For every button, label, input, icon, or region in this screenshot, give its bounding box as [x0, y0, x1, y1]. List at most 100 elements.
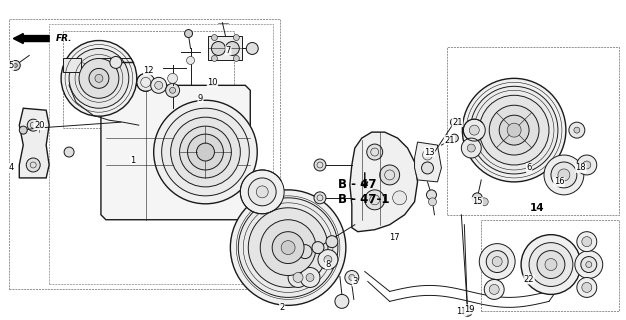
- Circle shape: [521, 235, 581, 294]
- Circle shape: [470, 86, 558, 174]
- Polygon shape: [414, 142, 441, 182]
- Circle shape: [166, 83, 180, 97]
- Circle shape: [239, 198, 338, 297]
- Circle shape: [110, 56, 122, 68]
- Text: 11: 11: [456, 307, 466, 316]
- Circle shape: [450, 134, 458, 142]
- Circle shape: [463, 119, 485, 141]
- Circle shape: [544, 155, 584, 195]
- Circle shape: [212, 35, 217, 41]
- Text: 13: 13: [424, 148, 435, 156]
- Circle shape: [507, 123, 521, 137]
- Circle shape: [19, 126, 28, 134]
- Circle shape: [577, 155, 597, 175]
- Circle shape: [13, 63, 18, 68]
- Bar: [448, 47, 618, 215]
- Polygon shape: [350, 132, 418, 232]
- Circle shape: [545, 259, 557, 270]
- Circle shape: [569, 122, 585, 138]
- Circle shape: [212, 55, 217, 61]
- Text: 16: 16: [553, 177, 564, 187]
- Circle shape: [170, 87, 176, 93]
- Text: 2: 2: [280, 303, 285, 312]
- Circle shape: [212, 42, 225, 55]
- Circle shape: [281, 241, 295, 255]
- Text: 15: 15: [472, 197, 483, 206]
- Circle shape: [426, 190, 436, 200]
- Circle shape: [586, 261, 592, 268]
- Circle shape: [423, 150, 433, 160]
- Text: 1: 1: [130, 156, 135, 164]
- Circle shape: [314, 159, 326, 171]
- Circle shape: [249, 208, 328, 287]
- Circle shape: [463, 78, 566, 182]
- Circle shape: [26, 158, 40, 172]
- Circle shape: [168, 73, 178, 83]
- Circle shape: [61, 41, 136, 116]
- Circle shape: [154, 100, 257, 204]
- Circle shape: [89, 68, 109, 88]
- Circle shape: [492, 257, 502, 267]
- Circle shape: [393, 191, 407, 205]
- Circle shape: [185, 29, 193, 37]
- Text: B - 47: B - 47: [338, 178, 376, 191]
- Circle shape: [485, 279, 504, 300]
- Circle shape: [581, 257, 597, 273]
- Circle shape: [582, 283, 592, 292]
- Circle shape: [490, 284, 499, 294]
- Circle shape: [335, 294, 349, 308]
- Circle shape: [225, 42, 239, 55]
- Bar: [9, 19, 280, 289]
- Circle shape: [260, 220, 316, 276]
- Circle shape: [233, 55, 239, 61]
- Text: 22: 22: [524, 275, 535, 284]
- Circle shape: [499, 115, 529, 145]
- Circle shape: [486, 251, 508, 273]
- Circle shape: [583, 161, 591, 169]
- Text: 17: 17: [389, 233, 400, 242]
- Circle shape: [490, 105, 539, 155]
- Circle shape: [187, 56, 195, 64]
- Text: 6: 6: [526, 164, 531, 172]
- Circle shape: [345, 270, 359, 284]
- Circle shape: [324, 256, 332, 264]
- Text: 8: 8: [326, 260, 331, 269]
- FancyArrow shape: [13, 34, 49, 44]
- Circle shape: [79, 59, 119, 98]
- Text: 4: 4: [9, 164, 14, 172]
- Circle shape: [529, 243, 573, 286]
- Bar: [49, 24, 273, 284]
- Circle shape: [365, 190, 385, 210]
- Circle shape: [256, 186, 268, 198]
- Bar: [481, 220, 618, 311]
- Circle shape: [155, 81, 163, 89]
- Text: 18: 18: [575, 164, 586, 172]
- Circle shape: [421, 162, 433, 174]
- Circle shape: [10, 60, 20, 70]
- Circle shape: [367, 144, 382, 160]
- Circle shape: [428, 198, 436, 206]
- Circle shape: [461, 138, 481, 158]
- Circle shape: [380, 165, 399, 185]
- Circle shape: [470, 125, 480, 135]
- Polygon shape: [101, 85, 250, 220]
- Circle shape: [582, 237, 592, 247]
- Circle shape: [480, 244, 515, 279]
- Circle shape: [306, 274, 314, 282]
- Circle shape: [537, 251, 565, 278]
- Text: 12: 12: [143, 66, 154, 75]
- Circle shape: [246, 43, 259, 54]
- Circle shape: [349, 275, 355, 280]
- Circle shape: [230, 190, 346, 305]
- Circle shape: [28, 119, 39, 131]
- Circle shape: [577, 277, 597, 297]
- Circle shape: [288, 268, 308, 287]
- Circle shape: [180, 126, 232, 178]
- Circle shape: [575, 251, 603, 278]
- Text: 20: 20: [34, 121, 44, 130]
- Circle shape: [233, 35, 239, 41]
- Text: FR.: FR.: [56, 34, 73, 43]
- Circle shape: [312, 242, 324, 253]
- Text: 3: 3: [352, 277, 357, 286]
- Text: 10: 10: [207, 78, 218, 87]
